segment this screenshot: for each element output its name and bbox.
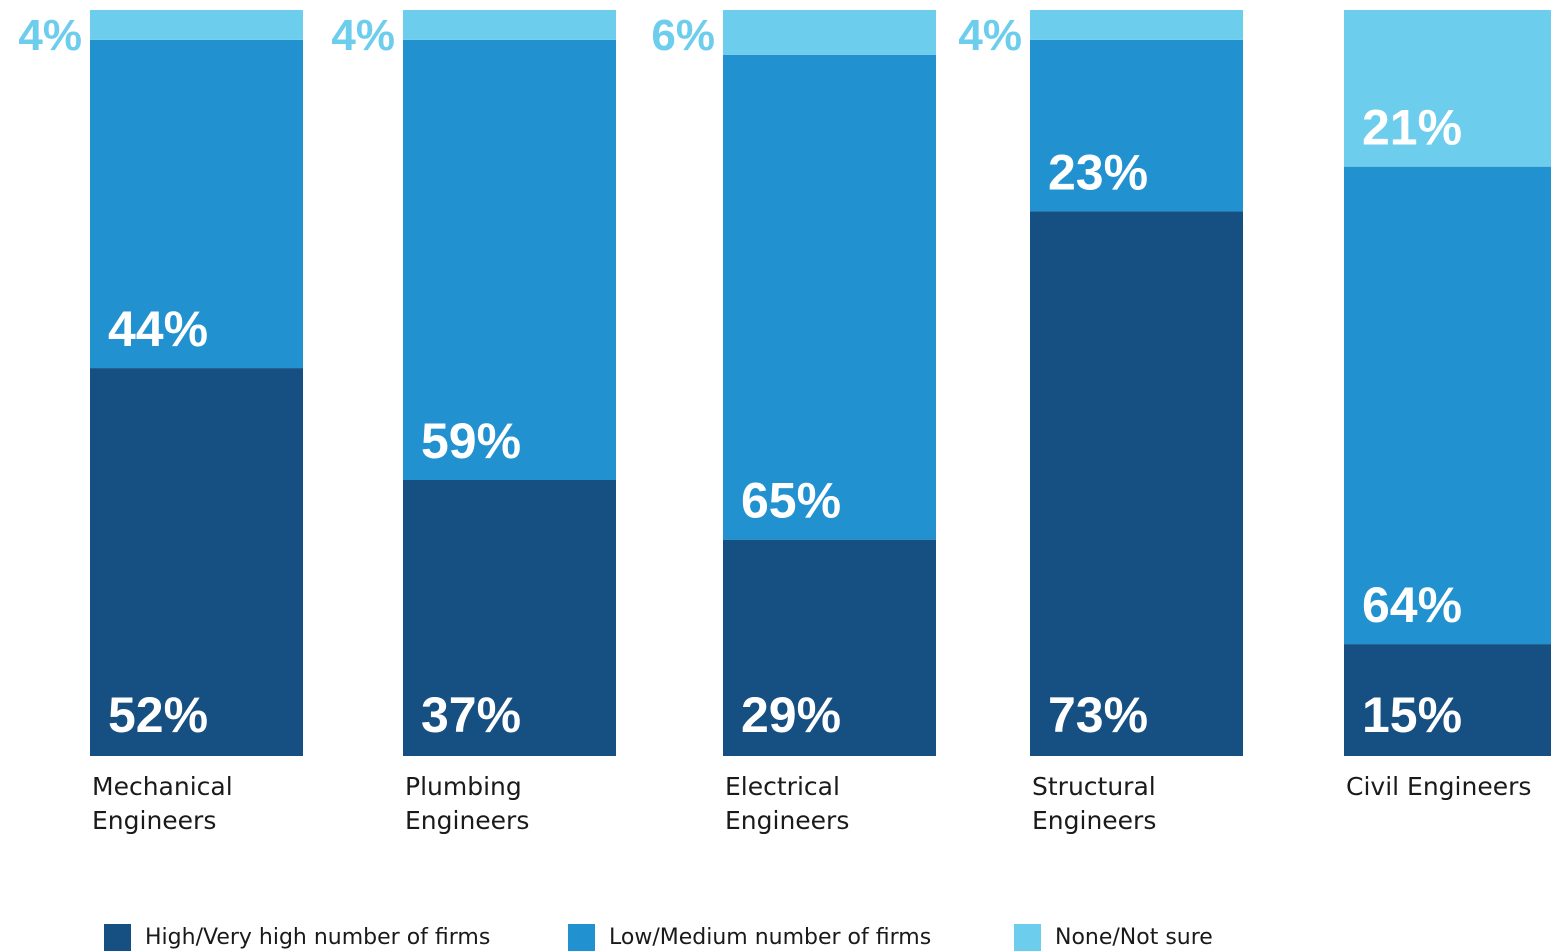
category-label: Civil Engineers bbox=[1346, 772, 1531, 801]
bar-segment-none bbox=[403, 10, 616, 40]
data-label-none: 4% bbox=[331, 11, 395, 60]
data-label-low: 65% bbox=[741, 473, 841, 529]
data-label-high: 37% bbox=[421, 687, 521, 743]
category-label: Structural bbox=[1032, 772, 1156, 801]
bar-segment-none bbox=[723, 10, 936, 55]
bar-segment-none bbox=[90, 10, 303, 40]
category-label: Engineers bbox=[92, 806, 216, 835]
data-label-none: 4% bbox=[18, 11, 82, 60]
data-label-none: 4% bbox=[958, 11, 1022, 60]
legend-swatch-high bbox=[104, 924, 131, 951]
category-label: Plumbing bbox=[405, 772, 522, 801]
legend-label-high: High/Very high number of firms bbox=[145, 925, 490, 950]
data-label-high: 52% bbox=[108, 687, 208, 743]
legend-label-none: None/Not sure bbox=[1055, 925, 1213, 950]
bar-segment-high bbox=[1030, 211, 1243, 756]
bar-segment-low bbox=[723, 55, 936, 540]
data-label-high: 15% bbox=[1362, 687, 1462, 743]
data-label-high: 73% bbox=[1048, 687, 1148, 743]
category-label: Engineers bbox=[405, 806, 529, 835]
data-label-none: 6% bbox=[651, 11, 715, 60]
legend-label-low: Low/Medium number of firms bbox=[609, 925, 931, 950]
category-label: Engineers bbox=[725, 806, 849, 835]
bar-segment-none bbox=[1030, 10, 1243, 40]
category-label: Electrical bbox=[725, 772, 840, 801]
data-label-low: 59% bbox=[421, 413, 521, 469]
data-label-low: 64% bbox=[1362, 577, 1462, 633]
data-label-none: 21% bbox=[1362, 100, 1462, 156]
category-label: Engineers bbox=[1032, 806, 1156, 835]
category-label: Mechanical bbox=[92, 772, 233, 801]
legend-swatch-none bbox=[1014, 924, 1041, 951]
data-label-high: 29% bbox=[741, 687, 841, 743]
data-label-low: 44% bbox=[108, 301, 208, 357]
legend-item-none: None/Not sure bbox=[1014, 922, 1213, 952]
legend-swatch-low bbox=[568, 924, 595, 951]
legend-item-high: High/Very high number of firms bbox=[104, 922, 490, 952]
bar-segment-low bbox=[1344, 167, 1551, 644]
legend-item-low: Low/Medium number of firms bbox=[568, 922, 931, 952]
data-label-low: 23% bbox=[1048, 144, 1148, 200]
